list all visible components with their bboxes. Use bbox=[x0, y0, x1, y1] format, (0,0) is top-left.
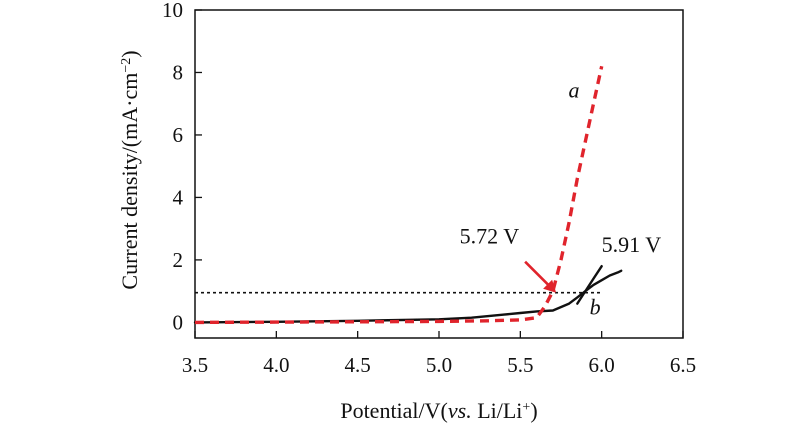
y-axis-label: Current density/(mA·cm−2) bbox=[117, 50, 142, 289]
x-axis-label-main: Li/Li bbox=[472, 398, 523, 423]
x-axis-label-prefix: Potential/V( bbox=[340, 398, 448, 423]
x-axis-label-sup: + bbox=[522, 400, 530, 415]
y-tick-label: 4 bbox=[173, 185, 184, 209]
y-axis-label-main: Current density/(mA·cm bbox=[117, 73, 142, 290]
series-group bbox=[193, 65, 623, 325]
y-tick-label: 0 bbox=[173, 310, 184, 334]
x-tick-label: 3.5 bbox=[182, 353, 208, 377]
y-axis-label-end: ) bbox=[117, 50, 142, 57]
x-tick-label: 4.0 bbox=[263, 353, 289, 377]
y-axis-label-sup: −2 bbox=[119, 58, 134, 73]
x-tick-label: 6.5 bbox=[670, 353, 696, 377]
x-axis-label-italic: vs. bbox=[448, 398, 472, 423]
series-line-a bbox=[194, 65, 604, 325]
annotation-arrow-head bbox=[543, 279, 557, 293]
curve-label-b: b bbox=[590, 295, 601, 320]
x-axis-label: Potential/V(vs. Li/Li+) bbox=[340, 398, 537, 423]
curve-label-a: a bbox=[569, 77, 580, 102]
y-tick-label: 8 bbox=[173, 60, 184, 84]
annotation-arrow-shaft bbox=[524, 260, 552, 288]
x-tick-label: 5.5 bbox=[507, 353, 533, 377]
x-tick-label: 5.0 bbox=[426, 353, 452, 377]
series-branch-b bbox=[576, 265, 603, 305]
x-axis-label-end: ) bbox=[530, 398, 537, 423]
plot-frame bbox=[194, 9, 684, 339]
x-tick-label: 4.5 bbox=[345, 353, 371, 377]
axis-ticks: 3.5 4.0 4.5 5.0 5.5 6.0 6.5 0 2 4 6 8 10 bbox=[162, 0, 696, 377]
annotation-5-91v: 5.91 V bbox=[602, 232, 662, 257]
y-tick-label: 2 bbox=[173, 248, 184, 272]
x-tick-label: 6.0 bbox=[589, 353, 615, 377]
series-line-b bbox=[193, 269, 623, 324]
annotation-5-72v: 5.72 V bbox=[460, 224, 520, 249]
y-tick-label: 10 bbox=[162, 0, 183, 22]
y-tick-label: 6 bbox=[173, 123, 184, 147]
annotation-group: 5.72 V 5.91 V a b bbox=[460, 77, 662, 319]
